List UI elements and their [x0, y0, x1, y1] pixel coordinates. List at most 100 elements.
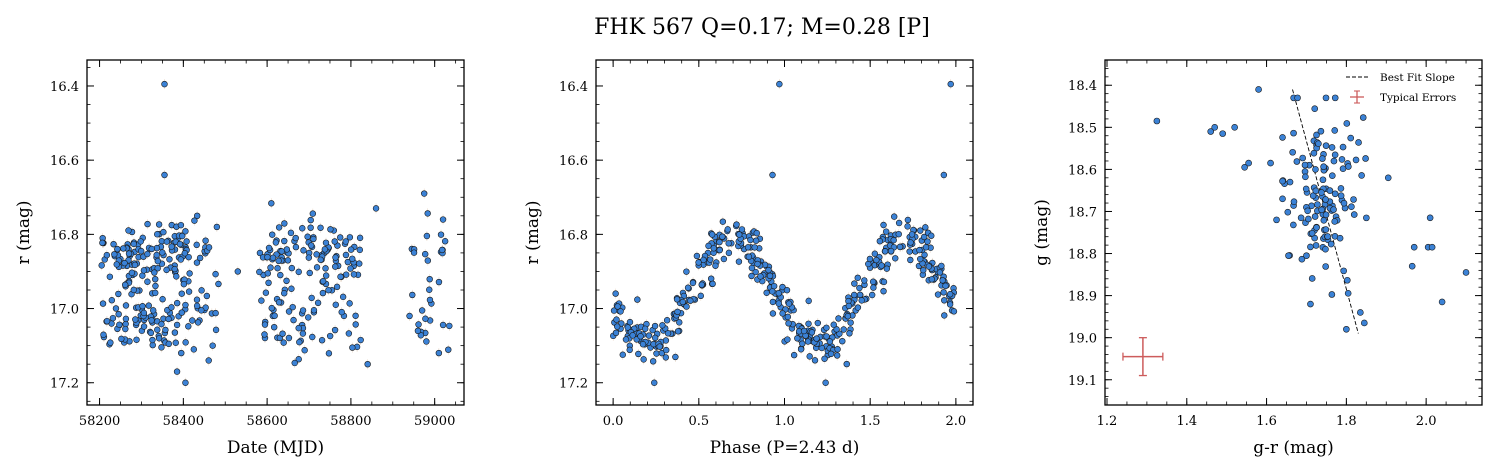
data-point — [833, 352, 841, 359]
data-point — [205, 244, 213, 251]
data-point — [168, 304, 175, 311]
x-tick-label: 1.8 — [1336, 414, 1357, 429]
data-point — [1338, 156, 1346, 163]
data-point — [332, 301, 339, 308]
data-point — [651, 334, 659, 342]
data-point — [1318, 189, 1325, 196]
data-point — [748, 272, 755, 280]
data-point — [147, 329, 155, 337]
data-point — [1343, 120, 1351, 127]
data-point — [322, 265, 329, 272]
data-point — [1359, 114, 1367, 121]
x-axis-label: Phase (P=2.43 d) — [710, 438, 860, 458]
data-point — [826, 338, 834, 345]
data-point — [100, 331, 107, 338]
data-point — [673, 296, 681, 303]
data-point — [418, 307, 426, 314]
data-point — [209, 342, 216, 349]
data-point — [113, 261, 120, 268]
data-point — [1241, 163, 1248, 171]
data-point — [651, 379, 658, 386]
data-point — [663, 346, 670, 354]
data-point — [107, 339, 114, 346]
y-tick-label: 18.6 — [1068, 163, 1097, 178]
data-point — [891, 213, 898, 220]
x-tick-label: 1.6 — [1256, 414, 1277, 429]
data-point — [265, 279, 272, 287]
x-tick-label: 58600 — [246, 414, 287, 429]
data-point — [185, 253, 192, 261]
data-point — [689, 279, 697, 287]
data-point — [724, 226, 731, 233]
data-point — [160, 228, 167, 236]
data-point — [1308, 275, 1316, 282]
data-point — [866, 255, 874, 263]
data-point — [182, 379, 189, 386]
data-point — [158, 320, 165, 328]
data-point — [892, 255, 899, 262]
data-point — [683, 303, 690, 310]
data-point — [1310, 149, 1318, 157]
y-tick-label: 16.8 — [50, 228, 79, 243]
data-point — [653, 350, 660, 357]
data-point — [922, 244, 930, 251]
data-point — [1311, 105, 1319, 113]
data-point — [821, 355, 828, 362]
data-point — [317, 256, 324, 263]
data-point — [180, 280, 188, 288]
data-point — [337, 273, 344, 280]
data-point — [332, 254, 339, 261]
data-point — [299, 225, 306, 232]
data-point — [258, 297, 265, 304]
data-point — [1322, 245, 1329, 253]
data-point — [183, 238, 190, 245]
x-tick-label: 59000 — [414, 414, 455, 429]
data-point — [1322, 226, 1330, 233]
data-point — [313, 251, 320, 258]
data-point — [1320, 163, 1327, 171]
data-point — [181, 250, 189, 257]
data-point — [1294, 94, 1301, 102]
data-point — [940, 171, 948, 179]
data-point — [281, 290, 288, 297]
data-point — [1279, 195, 1286, 203]
data-point — [342, 238, 349, 245]
data-point — [687, 297, 694, 304]
data-point — [173, 299, 181, 307]
data-point — [318, 337, 326, 344]
data-point — [299, 307, 307, 314]
data-point — [850, 291, 858, 299]
data-point — [178, 309, 185, 316]
data-point — [790, 351, 798, 359]
data-point — [108, 297, 116, 304]
data-point — [624, 324, 632, 331]
data-point — [278, 248, 285, 255]
data-point — [700, 256, 707, 264]
data-point — [1207, 128, 1215, 135]
x-tick-label: 2.0 — [1416, 414, 1437, 429]
data-point — [835, 315, 842, 322]
x-tick-label: 1.4 — [1176, 414, 1197, 429]
data-point — [876, 237, 884, 245]
data-point — [763, 289, 770, 296]
data-point — [769, 298, 777, 306]
data-point — [415, 321, 422, 328]
data-point — [1350, 196, 1357, 203]
data-point — [151, 269, 158, 276]
data-point — [1245, 159, 1252, 167]
data-point — [779, 283, 786, 291]
x-tick-label: 58800 — [330, 414, 371, 429]
data-point — [1231, 124, 1238, 131]
data-point — [1320, 217, 1328, 224]
data-point — [733, 221, 740, 228]
data-point — [745, 253, 753, 260]
data-point — [1307, 243, 1314, 251]
data-point — [797, 346, 805, 353]
data-point — [612, 290, 619, 297]
data-point — [277, 271, 284, 279]
data-point — [133, 336, 140, 343]
data-point — [149, 336, 156, 344]
legend-label: Typical Errors — [1380, 92, 1456, 104]
data-point — [1302, 185, 1310, 193]
data-point — [289, 303, 296, 311]
